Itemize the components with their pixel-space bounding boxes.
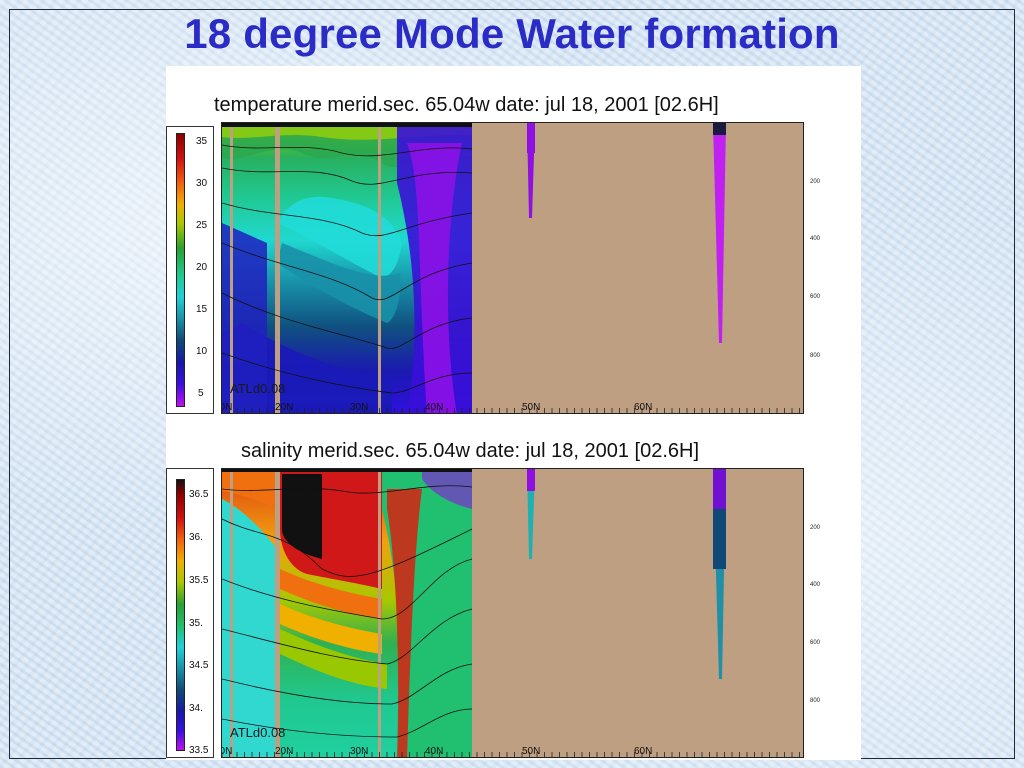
- temperature-gap: [230, 123, 233, 413]
- temperature-cbar-tick: 30: [196, 178, 208, 189]
- temperature-cbar-tick: 15: [196, 304, 208, 315]
- salinity-gap: [378, 469, 381, 757]
- salinity-gap: [230, 469, 233, 757]
- salinity-cbar-tick: 36.: [189, 532, 203, 543]
- temperature-cbar-tick: 5: [198, 388, 204, 399]
- temperature-colorbar-gradient: [176, 133, 185, 407]
- salinity-tick-marks: [222, 752, 800, 757]
- temperature-gap: [275, 123, 280, 413]
- temperature-section-svg: ATLd0.08 10N 20N 30N 40N 50N 60N: [222, 123, 803, 413]
- temperature-section-plot: ATLd0.08 10N 20N 30N 40N 50N 60N: [221, 122, 804, 414]
- temperature-southern-deep: [222, 223, 267, 413]
- salinity-surface-fresh: [422, 469, 472, 509]
- salinity-yellow-band: [280, 604, 382, 654]
- salinity-x-tick: 50N: [522, 746, 540, 757]
- temperature-depth-tick: 200: [810, 179, 821, 185]
- salinity-model-label: ATLd0.08: [230, 725, 285, 740]
- salinity-cbar-tick: 35.5: [189, 575, 209, 586]
- temperature-depth-tick: 600: [810, 294, 821, 300]
- temperature-depth-tick: 800: [810, 353, 821, 359]
- temperature-x-tick: 40N: [425, 402, 443, 413]
- salinity-depth-tick: 800: [810, 698, 821, 704]
- salinity-cbar-tick: 36.5: [189, 489, 209, 500]
- temperature-chart-title: temperature merid.sec. 65.04w date: jul …: [214, 94, 719, 116]
- temperature-narrow-channel: [527, 123, 535, 218]
- salinity-narrow-channel: [527, 469, 535, 559]
- temperature-model-label: ATLd0.08: [230, 381, 285, 396]
- salinity-max-salinity: [282, 474, 322, 559]
- salinity-cbar-tick: 34.5: [189, 660, 209, 671]
- figure-panel: temperature merid.sec. 65.04w date: jul …: [166, 66, 861, 760]
- temperature-cbar-tick: 20: [196, 262, 208, 273]
- salinity-southern-fresh: [222, 499, 277, 757]
- salinity-lime-band: [280, 629, 387, 689]
- salinity-narrow-channel-mid: [713, 509, 726, 569]
- temperature-contours: [222, 144, 473, 394]
- salinity-gap: [275, 469, 280, 757]
- temperature-cbar-tick: 35: [196, 136, 208, 147]
- temperature-thermocline: [277, 243, 401, 323]
- salinity-contours: [222, 485, 473, 738]
- temperature-x-tick: 20N: [275, 402, 293, 413]
- salinity-narrow-channel-top: [527, 469, 535, 491]
- salinity-surface-band: [222, 469, 472, 472]
- slide-title: 18 degree Mode Water formation: [184, 10, 840, 57]
- salinity-x-tick: 10N: [222, 746, 232, 757]
- salinity-depth-tick: 400: [810, 582, 821, 588]
- salinity-cbar-tick: 34.: [189, 703, 203, 714]
- temperature-x-tick: 10N: [222, 402, 232, 413]
- temperature-x-tick: 60N: [634, 402, 652, 413]
- temperature-x-tick: 30N: [350, 402, 368, 413]
- salinity-chart-title: salinity merid.sec. 65.04w date: jul 18,…: [241, 440, 700, 462]
- salinity-depth-tick: 600: [810, 640, 821, 646]
- temperature-narrow-channel: [713, 123, 726, 343]
- temperature-mode-water: [277, 196, 402, 277]
- temperature-x-tick: 50N: [522, 402, 540, 413]
- salinity-x-tick: 20N: [275, 746, 293, 757]
- salinity-front-tongue: [387, 489, 422, 757]
- temperature-cbar-tick: 25: [196, 220, 208, 231]
- salinity-section-svg: ATLd0.08 10N 20N 30N 40N 50N 60N: [222, 469, 803, 757]
- salinity-x-tick: 30N: [350, 746, 368, 757]
- temperature-cold-tongue: [407, 143, 462, 413]
- temperature-surface-band: [222, 123, 472, 127]
- temperature-cbar-tick: 10: [196, 346, 208, 357]
- temperature-depth-tick: 400: [810, 236, 821, 242]
- temperature-colorbar: 35 30 25 20 15 10 5: [166, 126, 214, 414]
- salinity-cbar-tick: 33.5: [189, 745, 209, 756]
- salinity-depth-tick: 200: [810, 525, 821, 531]
- salinity-colorbar-gradient: [176, 479, 185, 751]
- salinity-narrow-channel-top: [713, 469, 726, 509]
- temperature-tick-marks: [222, 408, 800, 413]
- temperature-gap: [378, 123, 381, 413]
- salinity-x-tick: 60N: [634, 746, 652, 757]
- salinity-x-tick: 40N: [425, 746, 443, 757]
- salinity-orange-band: [280, 569, 382, 619]
- salinity-section-plot: ATLd0.08 10N 20N 30N 40N 50N 60N: [221, 468, 804, 758]
- temperature-narrow-channel-top: [713, 123, 726, 135]
- salinity-southern-surface: [222, 469, 277, 509]
- salinity-cbar-tick: 35.: [189, 618, 203, 629]
- salinity-colorbar: 36.5 36. 35.5 35. 34.5 34. 33.5: [166, 468, 214, 758]
